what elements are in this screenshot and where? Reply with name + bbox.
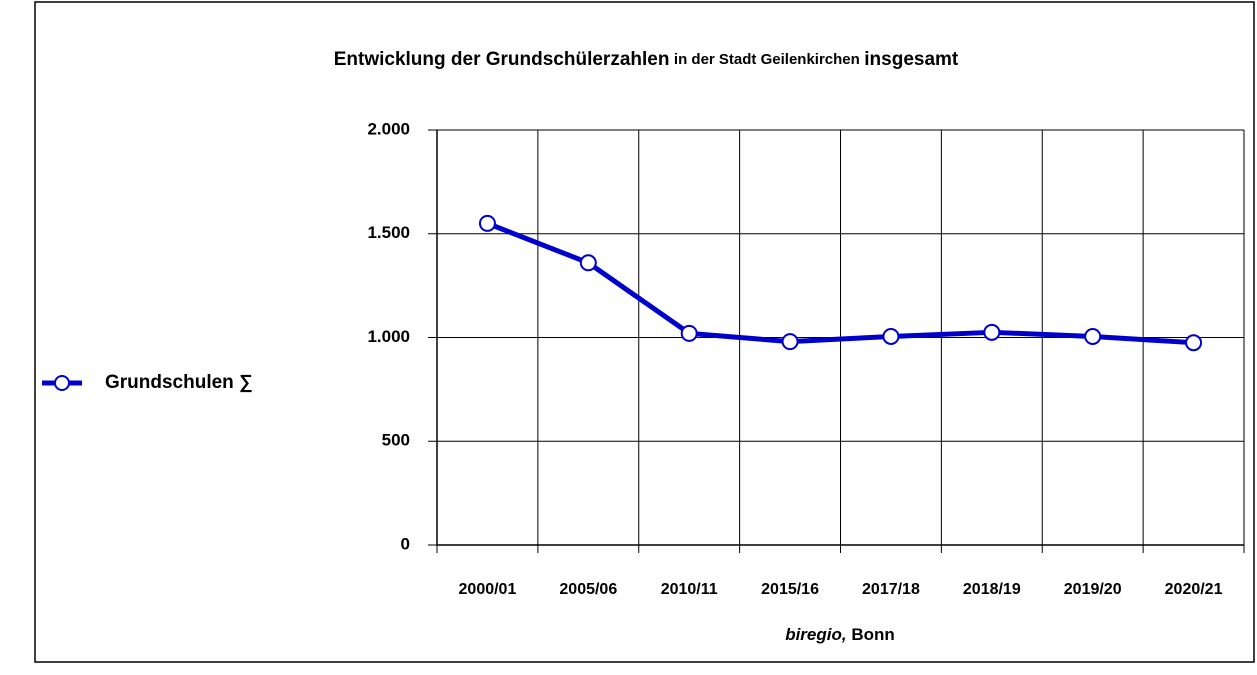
legend-marker xyxy=(54,375,70,391)
data-point xyxy=(1084,327,1102,345)
x-tick-label: 2015/16 xyxy=(761,581,819,598)
x-tick-label: 2020/21 xyxy=(1165,581,1223,598)
frame xyxy=(34,1,1255,663)
data-point xyxy=(1185,334,1203,352)
data-point xyxy=(579,254,597,272)
chart-title: Entwicklung der Grundschülerzahlen in de… xyxy=(334,49,959,70)
y-tick-label: 500 xyxy=(382,431,410,450)
x-tick-label: 2000/01 xyxy=(459,581,517,598)
data-point xyxy=(983,323,1001,341)
y-tick-label: 1.500 xyxy=(367,223,410,242)
data-point xyxy=(882,327,900,345)
x-tick-label: 2019/20 xyxy=(1064,581,1122,598)
y-tick-label: 2.000 xyxy=(367,119,410,138)
data-point xyxy=(781,333,799,351)
legend-label: Grundschulen ∑ xyxy=(105,372,253,393)
x-tick-label: 2005/06 xyxy=(559,581,617,598)
data-point xyxy=(478,214,496,232)
x-tick-label: 2010/11 xyxy=(661,581,718,598)
x-tick-label: 2018/19 xyxy=(963,581,1021,598)
y-tick-label: 1.000 xyxy=(367,327,410,346)
series-line xyxy=(486,221,1194,346)
x-tick-label: 2017/18 xyxy=(862,581,920,598)
y-tick-label: 0 xyxy=(401,534,410,553)
x-axis-label: biregio, Bonn xyxy=(785,625,895,644)
data-point xyxy=(680,324,698,342)
